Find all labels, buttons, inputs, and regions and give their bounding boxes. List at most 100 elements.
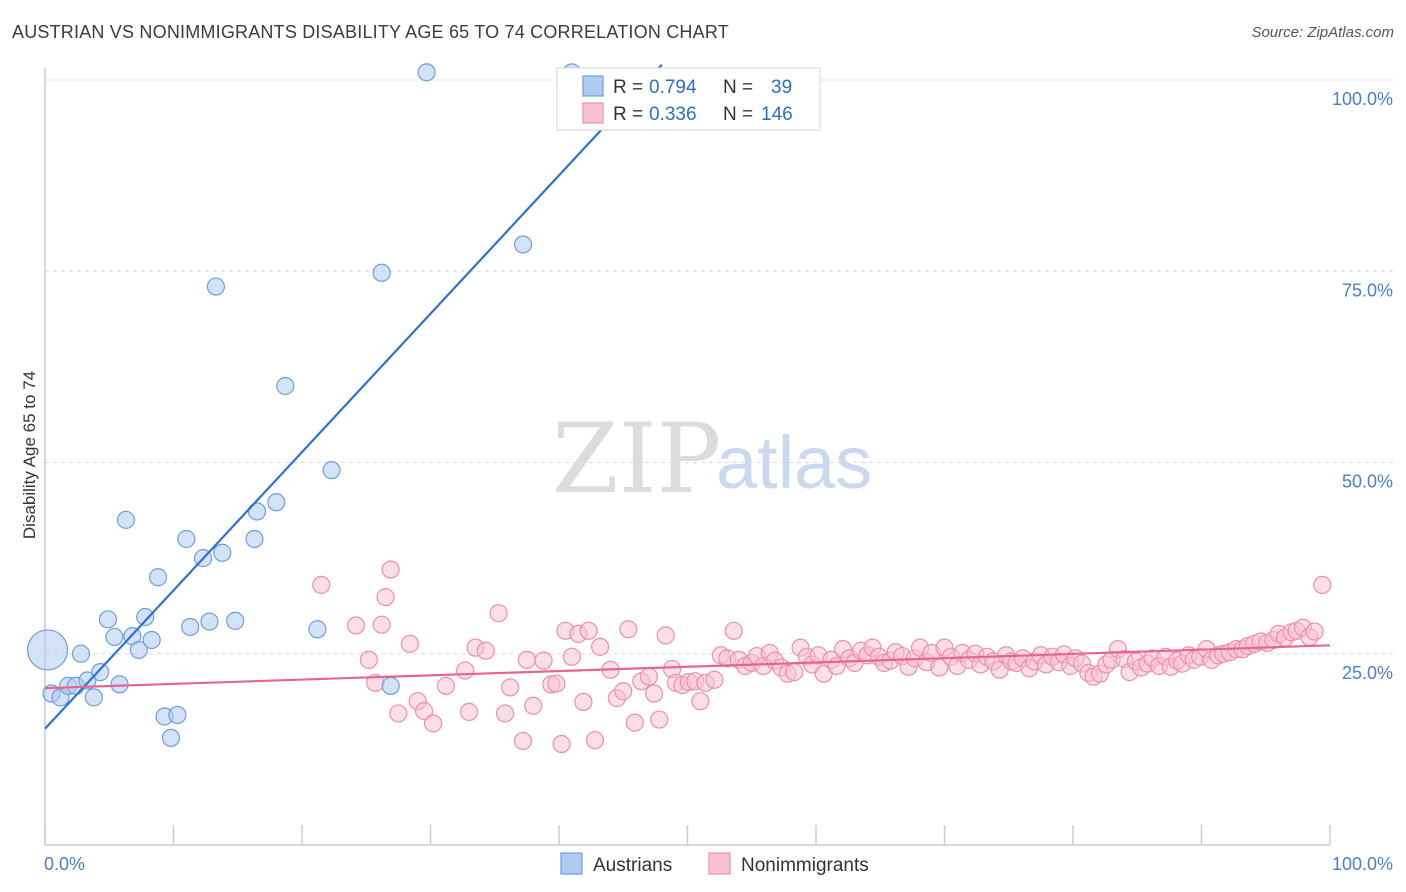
austrian-point — [161, 728, 181, 748]
nonimmigrant-point — [1305, 622, 1324, 641]
nonimmigrant-point — [644, 684, 664, 703]
nonimmigrant-point — [376, 588, 395, 607]
legend-r-value: 0.336 — [649, 104, 697, 125]
legend-n-label: N = — [723, 104, 753, 125]
austrian-point — [26, 629, 69, 671]
austrians-trend-line — [44, 63, 663, 730]
legend-n-label: N = — [723, 77, 753, 98]
austrian-point — [136, 607, 155, 627]
nonimmigrant-point — [389, 704, 408, 723]
nonimmigrant-point — [705, 670, 724, 689]
legend-swatch-austrians — [582, 75, 604, 97]
y-tick-label: 50.0% — [1342, 472, 1393, 492]
legend-r-label: R = — [613, 104, 643, 125]
nonimmigrant-point — [423, 714, 443, 733]
nonimmigrant-point — [456, 661, 475, 680]
austrian-point — [267, 493, 286, 512]
nonimmigrant-point — [724, 621, 743, 640]
nonimmigrant-point — [1313, 575, 1332, 595]
nonimmigrant-point — [552, 734, 571, 754]
austrian-point — [84, 688, 103, 707]
chart-title: AUSTRIAN VS NONIMMIGRANTS DISABILITY AGE… — [12, 22, 729, 42]
bottom-legend-nonimmigrants: Nonimmigrants — [741, 855, 869, 876]
austrian-point — [372, 263, 391, 282]
austrian-point — [245, 529, 264, 549]
nonimmigrant-point — [400, 634, 420, 653]
legend-r-value: 0.794 — [649, 77, 697, 98]
nonimmigrant-point — [381, 560, 400, 579]
nonimmigrant-point — [476, 641, 495, 660]
bottom-legend-swatch-austrians — [560, 852, 583, 875]
austrian-point — [200, 612, 219, 631]
nonimmigrant-point — [639, 667, 659, 686]
trend-lines — [44, 63, 1331, 730]
bottom-legend-austrians: Austrians — [593, 855, 672, 876]
nonimmigrant-point — [562, 647, 581, 666]
y-axis-label: Disability Age 65 to 74 — [20, 371, 39, 539]
austrian-point — [322, 461, 341, 480]
nonimmigrant-point — [614, 682, 633, 701]
nonimmigrant-point — [691, 692, 710, 711]
legend-n-value: 39 — [771, 77, 792, 98]
legend-swatch-nonimmigrants — [582, 102, 604, 124]
austrian-point — [71, 644, 91, 663]
y-tick-label: 100.0% — [1332, 89, 1393, 109]
austrian-point — [110, 675, 129, 694]
nonimmigrant-point — [312, 575, 331, 595]
nonimmigrant-point — [625, 713, 644, 732]
austrian-point — [177, 529, 196, 549]
nonimmigrant-point — [785, 663, 804, 682]
correlation-legend: R = 0.794 N = 39 R = 0.336 N = 146 — [556, 67, 821, 131]
austrian-point — [105, 627, 124, 647]
austrian-point — [98, 610, 118, 629]
austrian-point — [168, 705, 187, 725]
watermark-atlas: atlas — [716, 421, 872, 504]
austrian-point — [213, 543, 232, 562]
austrian-point — [91, 663, 110, 682]
legend-r-label: R = — [613, 77, 643, 98]
nonimmigrant-point — [524, 696, 543, 715]
nonimmigrant-point — [585, 731, 605, 750]
austrian-point — [513, 235, 533, 254]
nonimmigrant-point — [650, 710, 669, 729]
nonimmigrant-point — [495, 704, 515, 723]
nonimmigrant-point — [591, 637, 610, 656]
nonimmigrant-point — [414, 702, 434, 721]
x-tick-label: 0.0% — [44, 854, 85, 874]
austrian-point — [116, 510, 136, 529]
nonimmigrant-point — [501, 678, 520, 697]
austrian-point — [308, 620, 327, 639]
nonimmigrant-point — [517, 650, 536, 669]
austrians-points — [26, 63, 581, 748]
series-legend: Austrians Nonimmigrants — [560, 852, 869, 876]
austrian-point — [148, 568, 168, 587]
austrian-point — [417, 63, 436, 82]
nonimmigrants-points — [312, 560, 1332, 754]
tick-labels: 25.0% 50.0% 75.0% 100.0% 0.0% 100.0% — [44, 89, 1393, 874]
nonimmigrant-point — [513, 731, 533, 751]
austrian-point — [381, 676, 400, 695]
watermark-zip: ZIP — [552, 403, 721, 515]
nonimmigrant-point — [656, 626, 675, 645]
source-label: Source: ZipAtlas.com — [1251, 24, 1394, 41]
nonimmigrant-point — [547, 674, 566, 693]
y-tick-label: 25.0% — [1342, 663, 1393, 683]
austrian-point — [142, 630, 161, 650]
nonimmigrant-point — [579, 621, 598, 640]
austrian-point — [78, 671, 97, 690]
nonimmigrant-point — [372, 615, 391, 634]
austrian-point — [276, 376, 295, 396]
nonimmigrant-point — [436, 676, 456, 695]
axes — [44, 68, 1331, 846]
austrian-point — [129, 640, 148, 660]
y-tick-label: 75.0% — [1342, 280, 1393, 300]
nonimmigrant-point — [359, 650, 378, 669]
nonimmigrant-point — [574, 692, 593, 712]
nonimmigrant-point — [346, 616, 366, 635]
x-tick-label: 100.0% — [1332, 854, 1393, 874]
grid-lines — [45, 79, 1395, 655]
nonimmigrant-point — [619, 620, 638, 639]
nonimmigrant-point — [489, 604, 508, 623]
austrian-point — [206, 277, 226, 296]
nonimmigrants-trend-line — [44, 644, 1331, 690]
